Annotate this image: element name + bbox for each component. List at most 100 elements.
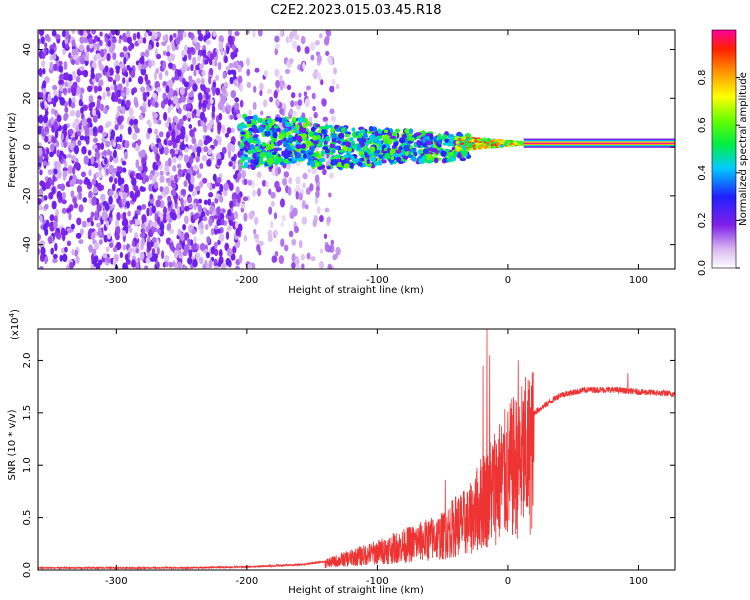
spectrogram-cell [247,263,253,269]
spectrogram-cell [229,127,235,133]
spectrogram-cell [202,49,207,57]
spectrogram-cell [128,247,133,254]
spectrogram-cell [42,160,48,166]
spectrogram-cell [174,195,178,205]
spectrogram-cell [52,63,58,72]
spectrogram-cell [139,232,146,238]
snr-y-multiplier: (x104) [8,309,21,340]
spectrogram-cell [127,210,132,217]
spectrogram-cell [102,107,107,114]
spectrogram-cell [92,77,96,84]
spectrogram-cell [324,124,330,130]
spectrogram-cell [49,214,55,222]
spectrogram-cell [119,124,124,130]
spectrogram-cell [72,197,77,204]
spectrogram-cell [520,142,524,146]
spectrogram-cell [148,59,152,69]
spectrogram-cell [157,228,161,235]
spectrogram-cell [193,69,197,77]
spectrogram-cell [252,127,258,134]
spectrogram-cell [76,217,82,226]
spectrogram-cell [155,87,162,93]
spectrogram-cell [262,99,268,108]
spectrogram-cell [96,230,103,237]
spectrogram-cell [258,240,264,247]
spectrogram-cell [195,108,201,118]
spectrogram-x-ticks: -300 -200 -100 0 100 [105,30,648,286]
spectrogram-cell [193,37,198,44]
spectrogram-cell [213,138,219,147]
spectrogram-cell [233,78,237,86]
spectrogram-cell [135,219,141,226]
spectrogram-cell [96,42,100,51]
spectrogram-cell [243,161,249,169]
spectrogram-cell [284,68,291,74]
spectrogram-cell [227,104,232,112]
spectrogram-cell [230,51,236,60]
spectrogram-cell [166,44,171,53]
spectrogram-cell [49,225,55,232]
spectrogram-cell [181,144,186,151]
spectrogram-cell [221,146,227,155]
spectrogram-cell [203,139,209,146]
spectrogram-cell [79,135,85,141]
spectrogram-cell [233,102,240,110]
spectrogram-cell [450,136,454,143]
spectrogram-cell [250,164,256,171]
spectrogram-cell [40,195,45,203]
spectrogram-cell [292,30,298,37]
spectrogram-cell [325,135,331,142]
spectrogram-cell [455,141,460,145]
spectrogram-cell [288,176,293,185]
spectrogram-cell [60,132,65,141]
spectrogram-y-tick-label: -40 [22,236,33,252]
spectrogram-cell [241,156,247,162]
spectrogram-cell [145,257,151,264]
spectrogram-cell [326,165,331,170]
spectrogram-cell [324,148,331,154]
spectrogram-cell [92,115,98,123]
spectrogram-cell [42,86,47,96]
spectrogram-cell [168,87,174,97]
spectrogram-cell [265,143,271,151]
spectrogram-cell [335,83,340,90]
spectrogram-cell [67,87,72,94]
spectrogram-cell [417,149,422,154]
spectrogram-cell [215,135,221,141]
spectrogram-cell [243,212,248,222]
spectrogram-cell [156,246,160,256]
spectrogram-cell [105,246,110,252]
spectrogram-cell [390,156,395,161]
spectrogram-cell [109,85,116,91]
colorbar-tick-label: 0.8 [697,70,708,86]
spectrogram-cell [269,96,273,103]
spectrogram-cell [111,94,115,102]
spectrogram-cell [199,63,204,70]
spectrogram-cell [134,101,139,108]
spectrogram-cell [228,30,233,37]
colorbar-ticks: 0.0 0.2 0.4 0.6 0.8 [697,70,740,276]
spectrogram-cell [302,61,306,70]
spectrogram-cell [395,149,402,154]
spectrogram-cell [261,179,267,187]
spectrogram-cell [99,39,103,47]
spectrogram-cell [418,158,425,165]
spectrogram-cell [248,109,252,116]
spectrogram-cell [90,253,95,262]
spectrogram-cell [468,145,473,149]
spectrogram-cell [314,174,320,184]
spectrogram-cell [208,259,213,269]
spectrogram-cell [159,186,164,193]
spectrogram-cell [98,79,104,87]
spectrogram-cell [71,58,76,66]
spectrogram-cell [182,115,187,121]
spectrogram-cell [43,195,48,201]
spectrogram-cell [314,161,320,168]
spectrogram-cell [175,242,180,251]
spectrogram-cell [227,35,234,45]
spectrogram-cell [40,59,46,68]
spectrogram-cell [264,130,271,137]
spectrogram-cell [71,39,76,47]
spectrogram-cell [328,192,332,198]
snr-x-ticks: -300 -200 -100 0 100 [105,329,648,587]
